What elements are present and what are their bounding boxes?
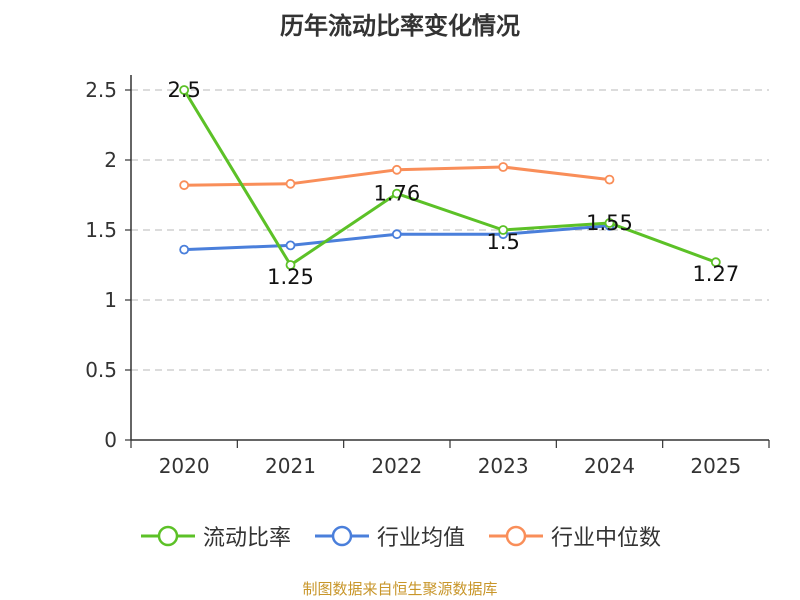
grid-layer xyxy=(131,89,769,371)
data-label-2025: 1.27 xyxy=(692,262,739,286)
legend-label-industry-mean: 行业均值 xyxy=(376,526,465,551)
label-layer: 2.5 1.25 1.76 1.5 1.55 1.27 xyxy=(167,78,739,289)
y-tick-label-1: 0.5 xyxy=(85,358,117,382)
series-1-point-2020 xyxy=(179,244,190,255)
legend-swatch-current-ratio xyxy=(140,525,195,547)
legend-label-current-ratio: 流动比率 xyxy=(202,526,291,551)
series-2-point-2020 xyxy=(179,180,190,191)
series-1-point-2021 xyxy=(285,240,296,251)
data-label-2023: 1.5 xyxy=(486,230,519,254)
series-layer xyxy=(179,85,721,270)
legend-item-industry-median[interactable]: 行业中位数 xyxy=(487,520,661,552)
data-label-2021: 1.25 xyxy=(267,265,314,289)
legend-swatch-industry-median xyxy=(489,525,543,547)
series-2-point-2023 xyxy=(498,162,509,172)
series-0-point-2025 xyxy=(710,257,721,268)
legend: 流动比率 行业均值 行业中位数 xyxy=(0,520,800,552)
x-tick-label-2022: 2022 xyxy=(371,454,422,478)
series-0-point-2023 xyxy=(498,225,509,235)
series-2-point-2021 xyxy=(285,178,296,189)
legend-item-current-ratio[interactable]: 流动比率 xyxy=(139,520,291,552)
series-line-0 xyxy=(182,89,717,267)
series-2-point-2022 xyxy=(391,164,402,175)
data-source-note: 制图数据来自恒生聚源数据库 xyxy=(302,580,498,598)
series-0-point-2021 xyxy=(285,260,296,270)
data-label-2022: 1.76 xyxy=(373,182,420,206)
x-tick-label-2021: 2021 xyxy=(265,454,316,478)
data-label-2020: 2.5 xyxy=(167,78,200,102)
y-tick-label-0: 0 xyxy=(104,428,117,452)
chart-title: 历年流动比率变化情况 xyxy=(280,12,520,40)
legend-swatch-industry-mean xyxy=(314,525,369,547)
x-tick-label-2020: 2020 xyxy=(159,454,210,478)
y-tick-label-5: 2.5 xyxy=(85,78,117,102)
y-tick-label-3: 1.5 xyxy=(85,218,117,242)
data-label-2024: 1.55 xyxy=(586,211,633,235)
y-tick-label-4: 2 xyxy=(104,148,117,172)
series-1-point-2022 xyxy=(391,229,402,240)
x-tick-label-2024: 2024 xyxy=(584,454,635,478)
legend-label-industry-median: 行业中位数 xyxy=(551,526,662,551)
series-2-point-2024 xyxy=(604,174,615,185)
legend-item-industry-mean[interactable]: 行业均值 xyxy=(313,520,465,552)
y-tick-label-2: 1 xyxy=(104,288,117,312)
x-tick-label-2023: 2023 xyxy=(478,454,529,478)
series-0-point-2024 xyxy=(604,218,615,228)
axis-layer: 0 0.5 1 1.5 2 2.5 2020 2021 2022 2023 2024 2025 xyxy=(85,75,770,478)
x-tick-label-2025: 2025 xyxy=(690,454,741,478)
series-0-point-2020 xyxy=(179,85,190,95)
series-0-point-2022 xyxy=(391,188,402,199)
